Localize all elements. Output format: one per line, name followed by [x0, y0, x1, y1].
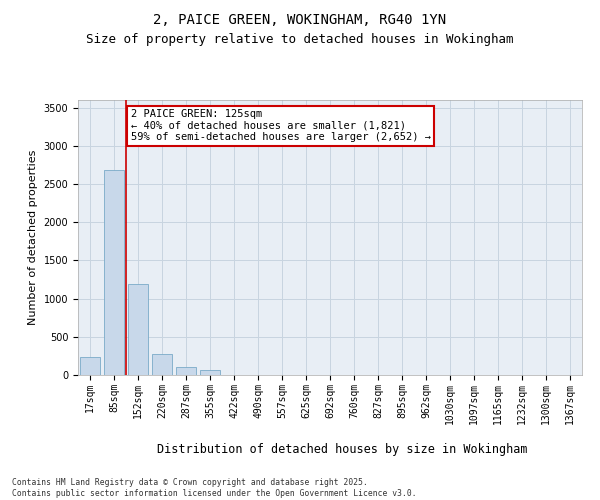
- Bar: [80, 358, 100, 375]
- Bar: [152, 354, 172, 375]
- Text: Contains HM Land Registry data © Crown copyright and database right 2025.
Contai: Contains HM Land Registry data © Crown c…: [12, 478, 416, 498]
- Text: 2, PAICE GREEN, WOKINGHAM, RG40 1YN: 2, PAICE GREEN, WOKINGHAM, RG40 1YN: [154, 12, 446, 26]
- Text: Size of property relative to detached houses in Wokingham: Size of property relative to detached ho…: [86, 32, 514, 46]
- Bar: [200, 370, 220, 375]
- Text: 2 PAICE GREEN: 125sqm
← 40% of detached houses are smaller (1,821)
59% of semi-d: 2 PAICE GREEN: 125sqm ← 40% of detached …: [131, 109, 431, 142]
- Bar: [176, 366, 196, 375]
- Text: Distribution of detached houses by size in Wokingham: Distribution of detached houses by size …: [157, 442, 527, 456]
- Y-axis label: Number of detached properties: Number of detached properties: [28, 150, 38, 325]
- Bar: [128, 284, 148, 375]
- Bar: [104, 170, 124, 375]
